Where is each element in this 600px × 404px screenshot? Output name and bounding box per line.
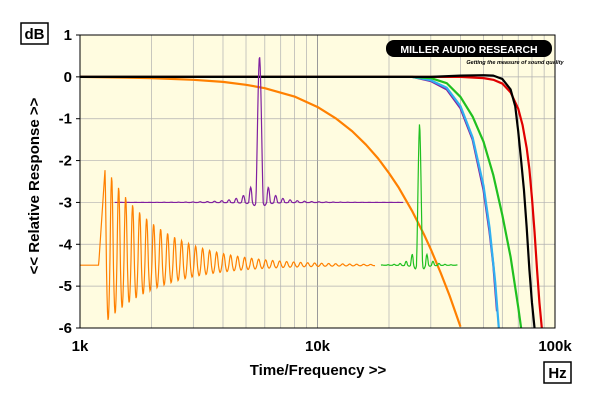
y-tick-label: -6 [59, 320, 72, 337]
y-axis-title: << Relative Response >> [26, 97, 43, 274]
plot-frame [79, 34, 556, 329]
x-tick-label: 10k [305, 338, 331, 355]
x-unit-label: Hz [548, 365, 566, 382]
response-curve-1 [80, 75, 462, 328]
y-unit-label: dB [25, 26, 45, 43]
logo-tagline: Getting the measure of sound quality [466, 60, 564, 66]
logo: MILLER AUDIO RESEARCH Getting the measur… [386, 40, 565, 66]
x-tick-label: 100k [538, 338, 572, 355]
y-axis-ticks: 1 0 -1 -2 -3 -4 -5 -6 [59, 27, 80, 337]
y-tick-label: -1 [59, 111, 72, 128]
y-tick-label: -4 [59, 236, 73, 253]
response-curves [80, 74, 543, 328]
impulse-response-2 [80, 170, 376, 320]
y-tick-label: -5 [59, 278, 72, 295]
grid-lines [80, 35, 555, 328]
x-tick-label: 1k [72, 338, 89, 355]
y-tick-label: -3 [59, 194, 72, 211]
y-tick-label: 1 [64, 27, 72, 44]
x-axis-ticks: 1k 10k 100k [72, 338, 573, 355]
impulse-responses [80, 57, 458, 320]
impulse-response-3 [380, 124, 458, 270]
y-tick-label: -2 [59, 153, 72, 170]
impulse-response-1 [114, 57, 404, 207]
response-curve-6 [80, 74, 536, 328]
logo-badge [386, 40, 552, 57]
x-axis-title: Time/Frequency >> [250, 362, 387, 379]
y-unit-box [20, 22, 49, 45]
logo-title: MILLER AUDIO RESEARCH [400, 44, 537, 56]
x-unit-box [543, 361, 572, 384]
y-tick-label: 0 [64, 69, 72, 86]
